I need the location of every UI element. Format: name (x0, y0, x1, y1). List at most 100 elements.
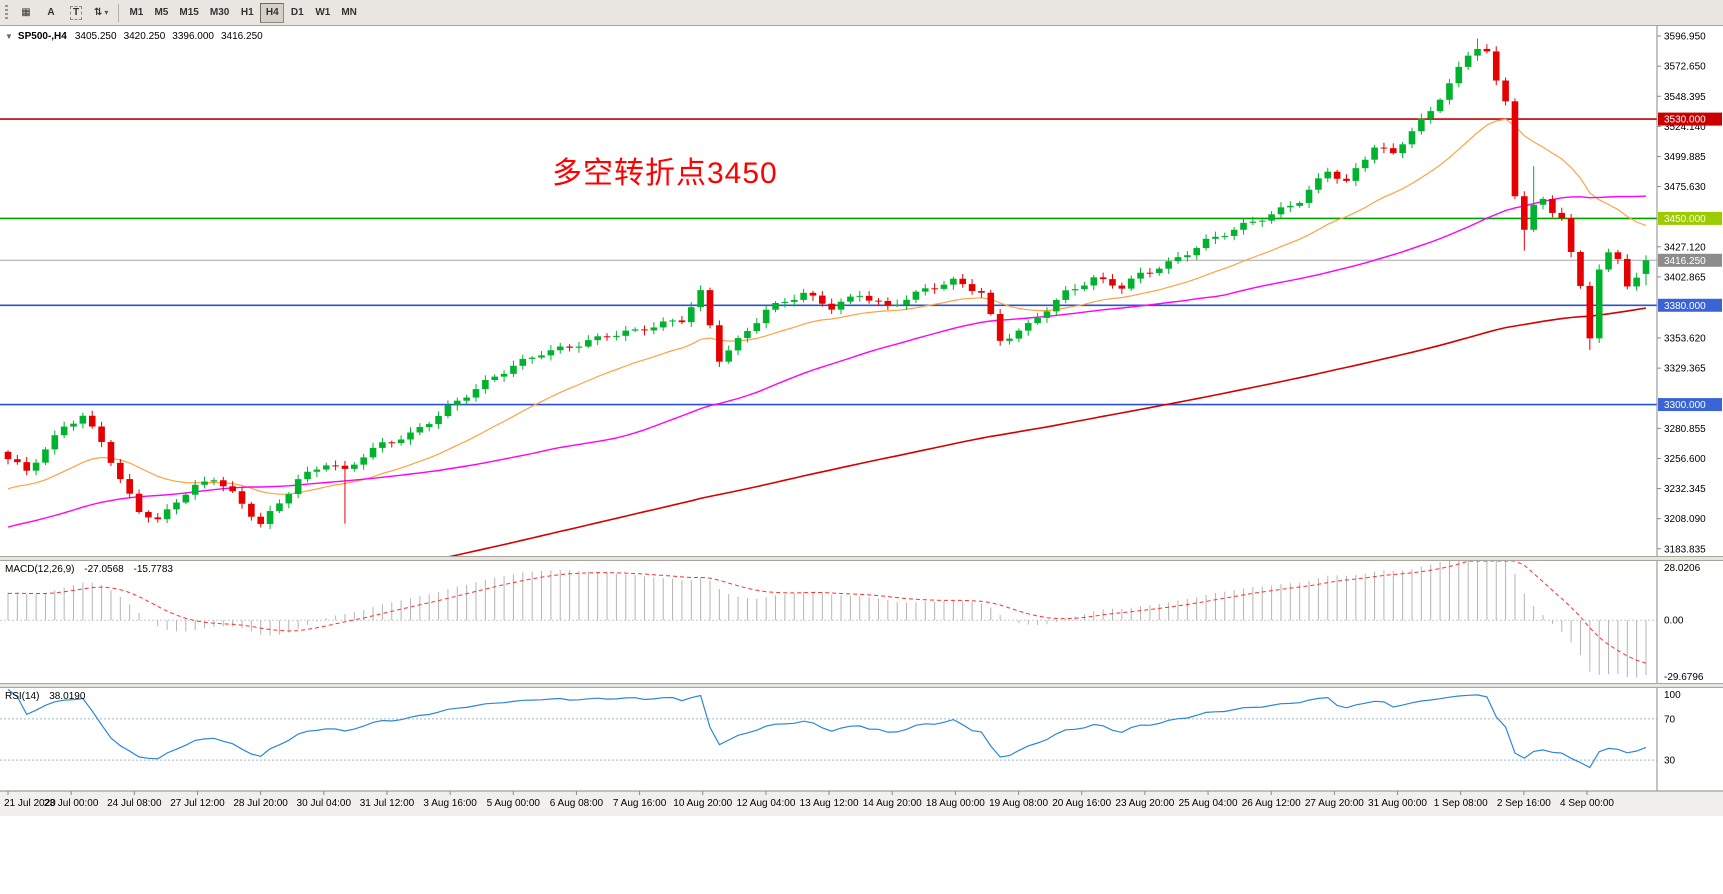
tool-grid-button[interactable]: ▦ (14, 3, 38, 23)
svg-text:3402.865: 3402.865 (1664, 272, 1706, 283)
svg-text:10 Aug 20:00: 10 Aug 20:00 (673, 798, 732, 809)
toolbar-gripper[interactable] (5, 4, 8, 21)
svg-text:3572.650: 3572.650 (1664, 62, 1706, 73)
svg-text:28.0206: 28.0206 (1664, 563, 1701, 574)
panel-splitter-rsi[interactable] (0, 683, 1723, 688)
svg-text:30 Jul 04:00: 30 Jul 04:00 (297, 798, 352, 809)
svg-text:19 Aug 08:00: 19 Aug 08:00 (989, 798, 1048, 809)
rsi-label: RSI(14) 38.0190 (5, 691, 92, 702)
macd-histogram (7, 561, 1647, 678)
timeframe-W1-button[interactable]: W1 (310, 3, 335, 23)
svg-text:4 Sep 00:00: 4 Sep 00:00 (1560, 798, 1614, 809)
svg-text:3256.600: 3256.600 (1664, 454, 1706, 465)
svg-text:3380.000: 3380.000 (1664, 301, 1706, 312)
macd-signal-line (7, 561, 1647, 664)
svg-text:24 Jul 08:00: 24 Jul 08:00 (107, 798, 162, 809)
svg-text:18 Aug 00:00: 18 Aug 00:00 (926, 798, 985, 809)
svg-text:20 Aug 16:00: 20 Aug 16:00 (1052, 798, 1111, 809)
svg-text:21 Jul 2020: 21 Jul 2020 (4, 798, 56, 809)
time-axis-strip[interactable] (0, 791, 1723, 816)
svg-text:3208.090: 3208.090 (1664, 514, 1706, 525)
arrows-icon: ⇅ (94, 7, 103, 18)
toolbar-separator (118, 3, 120, 22)
macd-name: MACD(12,26,9) (5, 564, 75, 575)
svg-text:3530.000: 3530.000 (1664, 115, 1706, 126)
high-value: 3420.250 (123, 31, 166, 42)
timeframe-H4-button[interactable]: H4 (260, 2, 285, 23)
timeframe-M1-button[interactable]: M1 (124, 3, 148, 23)
svg-text:13 Aug 12:00: 13 Aug 12:00 (800, 798, 859, 809)
svg-text:2 Sep 16:00: 2 Sep 16:00 (1497, 798, 1551, 809)
tool-label-button[interactable]: A (39, 3, 63, 23)
tool-text-button[interactable]: T (64, 3, 88, 23)
toolbar: ▦ A T ⇅ ▾ M1 M5 M15 M30 H1 H4 D1 W1 MN (0, 0, 1723, 26)
symbol-header: ▼ SP500-,H4 3405.250 3420.250 3396.000 3… (5, 31, 270, 42)
close-value: 3416.250 (221, 31, 263, 42)
ma-line-160 (448, 307, 1647, 556)
svg-text:1 Sep 08:00: 1 Sep 08:00 (1434, 798, 1488, 809)
svg-text:30: 30 (1664, 756, 1676, 767)
svg-text:31 Jul 12:00: 31 Jul 12:00 (360, 798, 415, 809)
macd-main-value: -27.0568 (84, 564, 124, 575)
tool-arrows-button[interactable]: ⇅ ▾ (89, 3, 113, 23)
timeframe-D1-button[interactable]: D1 (285, 3, 309, 23)
svg-text:3300.000: 3300.000 (1664, 400, 1706, 411)
svg-text:3596.950: 3596.950 (1664, 31, 1706, 42)
svg-text:3 Aug 16:00: 3 Aug 16:00 (423, 798, 477, 809)
timeframe-MN-button[interactable]: MN (336, 3, 362, 23)
svg-text:3450.000: 3450.000 (1664, 214, 1706, 225)
svg-text:3524.140: 3524.140 (1664, 122, 1706, 133)
panel-splitter-macd[interactable] (0, 556, 1723, 561)
svg-text:3329.365: 3329.365 (1664, 364, 1706, 375)
caret-down-icon: ▾ (104, 8, 109, 17)
toolbar-timeframes-group: M1 M5 M15 M30 H1 H4 D1 W1 MN (124, 2, 362, 23)
svg-text:7 Aug 16:00: 7 Aug 16:00 (613, 798, 667, 809)
collapse-icon[interactable]: ▼ (5, 32, 13, 41)
text-icon: T (69, 5, 83, 20)
svg-text:27 Aug 20:00: 27 Aug 20:00 (1305, 798, 1364, 809)
svg-text:3232.345: 3232.345 (1664, 484, 1706, 495)
label-icon: A (47, 7, 55, 18)
svg-text:12 Aug 04:00: 12 Aug 04:00 (736, 798, 795, 809)
rsi-axis[interactable]: 100 70 30 (1664, 690, 1681, 767)
toolbar-tools-group: ▦ A T ⇅ ▾ (14, 3, 113, 23)
svg-text:0.00: 0.00 (1664, 616, 1684, 627)
low-value: 3396.000 (172, 31, 214, 42)
timeframe-M30-button[interactable]: M30 (205, 3, 234, 23)
candles-layer (4, 38, 1650, 530)
macd-label: MACD(12,26,9) -27.0568 -15.7783 (5, 564, 180, 575)
open-value: 3405.250 (74, 31, 117, 42)
ma-line-21 (7, 118, 1647, 495)
svg-text:5 Aug 00:00: 5 Aug 00:00 (487, 798, 541, 809)
macd-axis[interactable]: 28.0206 0.00 -29.6796 (1664, 563, 1704, 683)
svg-text:6 Aug 08:00: 6 Aug 08:00 (550, 798, 604, 809)
svg-text:23 Jul 00:00: 23 Jul 00:00 (44, 798, 99, 809)
macd-signal-value: -15.7783 (133, 564, 173, 575)
svg-text:31 Aug 00:00: 31 Aug 00:00 (1368, 798, 1427, 809)
svg-text:100: 100 (1664, 690, 1681, 701)
svg-text:23 Aug 20:00: 23 Aug 20:00 (1115, 798, 1174, 809)
svg-text:-29.6796: -29.6796 (1664, 672, 1704, 683)
rsi-line (7, 688, 1647, 769)
svg-text:3499.885: 3499.885 (1664, 152, 1706, 163)
timeframe-M5-button[interactable]: M5 (149, 3, 173, 23)
svg-text:3548.395: 3548.395 (1664, 92, 1706, 103)
svg-text:3353.620: 3353.620 (1664, 334, 1706, 345)
svg-text:28 Jul 20:00: 28 Jul 20:00 (233, 798, 288, 809)
timeframe-M15-button[interactable]: M15 (174, 3, 203, 23)
svg-text:25 Aug 04:00: 25 Aug 04:00 (1179, 798, 1238, 809)
price-axis[interactable]: 3596.950 3572.650 3548.395 3524.140 3499.885… (1657, 31, 1722, 555)
svg-text:3427.120: 3427.120 (1664, 242, 1706, 253)
timeframe-H1-button[interactable]: H1 (235, 3, 259, 23)
svg-text:27 Jul 12:00: 27 Jul 12:00 (170, 798, 225, 809)
symbol-label: SP500-,H4 (17, 31, 67, 42)
svg-text:3416.250: 3416.250 (1664, 256, 1706, 267)
ma-line-55 (7, 195, 1647, 528)
rsi-name: RSI(14) (5, 691, 40, 702)
svg-text:3280.855: 3280.855 (1664, 424, 1706, 435)
annotation-text: 多空转折点3450 (552, 157, 778, 190)
svg-text:26 Aug 12:00: 26 Aug 12:00 (1242, 798, 1301, 809)
